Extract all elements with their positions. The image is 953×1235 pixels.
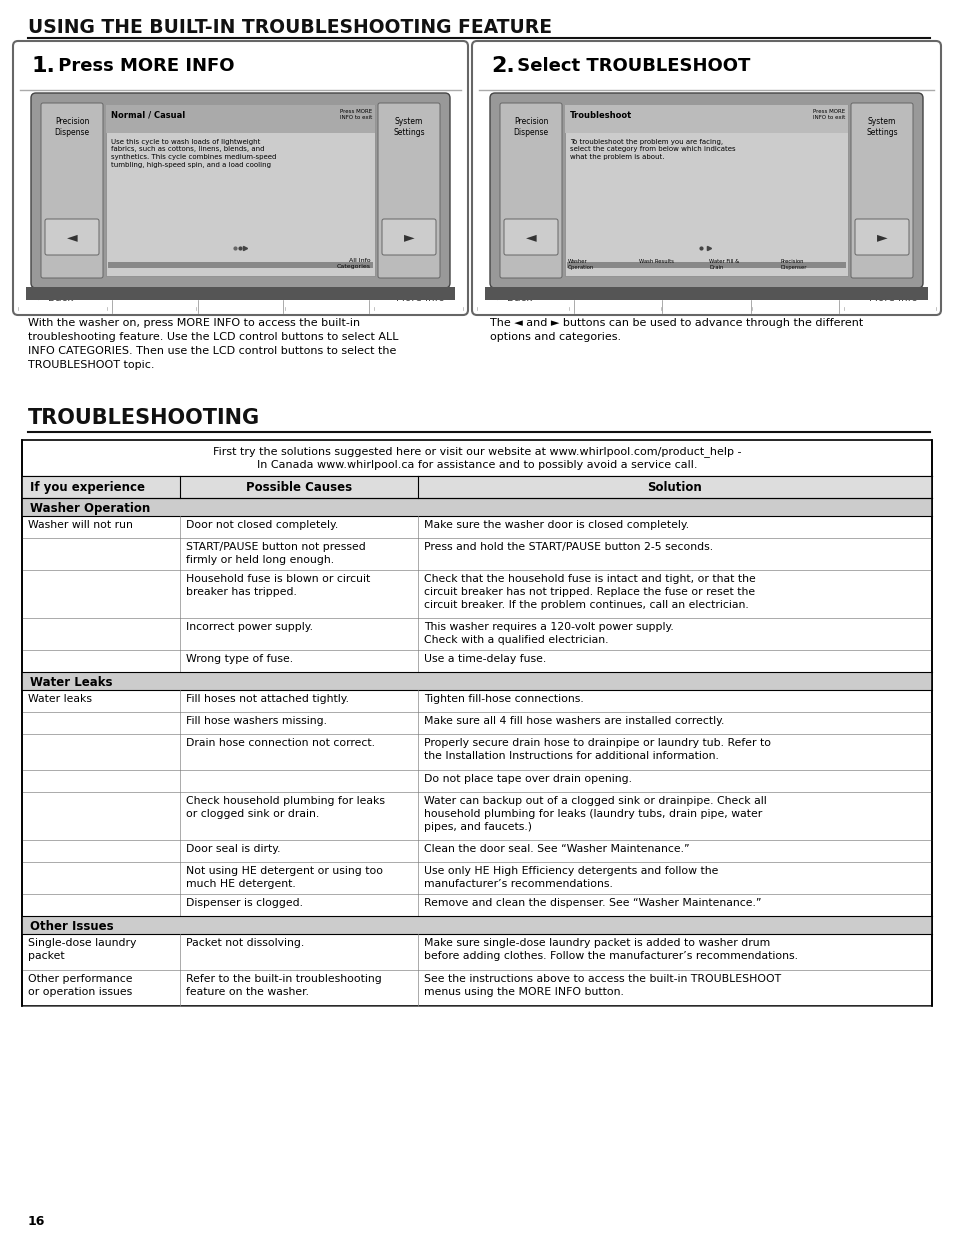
FancyBboxPatch shape [45, 219, 99, 254]
Text: Door not closed completely.: Door not closed completely. [186, 520, 338, 530]
Text: Solution: Solution [647, 480, 701, 494]
Text: The ◄ and ► buttons can be used to advance through the different
options and cat: The ◄ and ► buttons can be used to advan… [490, 317, 862, 342]
Text: All Info
Categories: All Info Categories [336, 258, 371, 269]
Text: Water can backup out of a clogged sink or drainpipe. Check all
household plumbin: Water can backup out of a clogged sink o… [423, 797, 766, 832]
Text: Check household plumbing for leaks
or clogged sink or drain.: Check household plumbing for leaks or cl… [186, 797, 385, 819]
Bar [417, 475, 931, 498]
Text: Press MORE
INFO to exit: Press MORE INFO to exit [339, 109, 372, 120]
Text: Tighten fill-hose connections.: Tighten fill-hose connections. [423, 694, 583, 704]
Text: ◄: ◄ [67, 230, 77, 245]
FancyBboxPatch shape [850, 103, 912, 278]
Text: Refer to the built-in troubleshooting
feature on the washer.: Refer to the built-in troubleshooting fe… [186, 974, 381, 997]
Text: ◄: ◄ [525, 230, 536, 245]
Text: Press MORE INFO: Press MORE INFO [52, 57, 234, 75]
Text: This washer requires a 120-volt power supply.
Check with a qualified electrician: This washer requires a 120-volt power su… [423, 622, 673, 645]
Bar [22, 440, 931, 1007]
Text: ⇦ Back: ⇦ Back [495, 293, 532, 303]
Text: Water Leaks: Water Leaks [30, 676, 112, 689]
Text: Precision
Dispense: Precision Dispense [54, 117, 90, 137]
Text: Make sure single-dose laundry packet is added to washer drum
before adding cloth: Make sure single-dose laundry packet is … [423, 939, 797, 961]
FancyBboxPatch shape [472, 41, 940, 315]
Text: Dispenser is clogged.: Dispenser is clogged. [186, 898, 303, 908]
Text: Fill hose washers missing.: Fill hose washers missing. [186, 716, 327, 726]
FancyBboxPatch shape [13, 41, 468, 315]
Text: Washer will not run: Washer will not run [28, 520, 132, 530]
FancyBboxPatch shape [854, 219, 908, 254]
Bar [566, 262, 845, 268]
Text: Washer Operation: Washer Operation [30, 501, 150, 515]
Text: Make sure all 4 fill hose washers are installed correctly.: Make sure all 4 fill hose washers are in… [423, 716, 723, 726]
Bar [22, 475, 180, 498]
Text: Other performance
or operation issues: Other performance or operation issues [28, 974, 132, 997]
Text: System
Settings: System Settings [393, 117, 424, 137]
Text: 16: 16 [28, 1215, 46, 1228]
Text: System
Settings: System Settings [865, 117, 897, 137]
Text: Use this cycle to wash loads of lightweight
fabrics, such as cottons, linens, bl: Use this cycle to wash loads of lightwei… [111, 140, 276, 168]
FancyBboxPatch shape [377, 103, 439, 278]
Text: Troubleshoot: Troubleshoot [569, 111, 632, 120]
Bar [108, 262, 373, 268]
Bar [484, 287, 927, 300]
Text: USING THE BUILT-IN TROUBLESHOOTING FEATURE: USING THE BUILT-IN TROUBLESHOOTING FEATU… [28, 19, 552, 37]
FancyBboxPatch shape [30, 93, 450, 288]
Bar [106, 105, 375, 133]
Text: Use a time-delay fuse.: Use a time-delay fuse. [423, 655, 546, 664]
Bar [26, 287, 455, 300]
Text: If you experience: If you experience [30, 480, 145, 494]
Text: Normal / Casual: Normal / Casual [111, 111, 185, 120]
Text: Drain hose connection not correct.: Drain hose connection not correct. [186, 739, 375, 748]
Text: First try the solutions suggested here or visit our website at www.whirlpool.com: First try the solutions suggested here o… [213, 446, 740, 471]
Text: Single-dose laundry
packet: Single-dose laundry packet [28, 939, 136, 961]
Text: Washer
Operation: Washer Operation [567, 259, 594, 269]
Text: ⇦ Back: ⇦ Back [36, 293, 73, 303]
Text: Properly secure drain hose to drainpipe or laundry tub. Refer to
the Installatio: Properly secure drain hose to drainpipe … [423, 739, 770, 761]
Text: Not using HE detergent or using too
much HE detergent.: Not using HE detergent or using too much… [186, 866, 382, 889]
Text: To troubleshoot the problem you are facing,
select the category from below which: To troubleshoot the problem you are faci… [569, 140, 735, 161]
Text: Household fuse is blown or circuit
breaker has tripped.: Household fuse is blown or circuit break… [186, 574, 370, 598]
Text: Precision
Dispense: Precision Dispense [513, 117, 548, 137]
Text: Press and hold the START/PAUSE button 2-5 seconds.: Press and hold the START/PAUSE button 2-… [423, 542, 713, 552]
Bar [106, 105, 375, 275]
Text: Do not place tape over drain opening.: Do not place tape over drain opening. [423, 774, 631, 784]
FancyBboxPatch shape [381, 219, 436, 254]
FancyBboxPatch shape [490, 93, 923, 288]
Text: Fill hoses not attached tightly.: Fill hoses not attached tightly. [186, 694, 349, 704]
Text: With the washer on, press MORE INFO to access the built-in
troubleshooting featu: With the washer on, press MORE INFO to a… [28, 317, 398, 370]
Bar [564, 105, 847, 275]
Text: 2.: 2. [491, 56, 515, 77]
Text: Water leaks: Water leaks [28, 694, 91, 704]
Text: ►: ► [876, 230, 886, 245]
Text: Make sure the washer door is closed completely.: Make sure the washer door is closed comp… [423, 520, 688, 530]
Bar [22, 916, 931, 934]
Text: Wrong type of fuse.: Wrong type of fuse. [186, 655, 293, 664]
Text: Select TROUBLESHOOT: Select TROUBLESHOOT [511, 57, 750, 75]
Text: Check that the household fuse is intact and tight, or that the
circuit breaker h: Check that the household fuse is intact … [423, 574, 755, 610]
Bar [564, 105, 847, 133]
Text: Incorrect power supply.: Incorrect power supply. [186, 622, 313, 632]
FancyBboxPatch shape [41, 103, 103, 278]
Bar [180, 475, 417, 498]
Text: See the instructions above to access the built-in TROUBLESHOOT
menus using the M: See the instructions above to access the… [423, 974, 781, 997]
Text: More Info: More Info [395, 293, 444, 303]
Text: Remove and clean the dispenser. See “Washer Maintenance.”: Remove and clean the dispenser. See “Was… [423, 898, 760, 908]
Text: Door seal is dirty.: Door seal is dirty. [186, 844, 280, 853]
Text: Possible Causes: Possible Causes [246, 480, 352, 494]
Text: Use only HE High Efficiency detergents and follow the
manufacturer’s recommendat: Use only HE High Efficiency detergents a… [423, 866, 718, 889]
Text: Clean the door seal. See “Washer Maintenance.”: Clean the door seal. See “Washer Mainten… [423, 844, 689, 853]
Text: Water Fill &
Drain: Water Fill & Drain [709, 259, 739, 269]
Text: ►: ► [403, 230, 414, 245]
Text: START/PAUSE button not pressed
firmly or held long enough.: START/PAUSE button not pressed firmly or… [186, 542, 365, 566]
Text: More Info: More Info [868, 293, 917, 303]
Text: Packet not dissolving.: Packet not dissolving. [186, 939, 304, 948]
Text: Precision
Dispenser: Precision Dispenser [780, 259, 806, 269]
Text: Press MORE
INFO to exit: Press MORE INFO to exit [812, 109, 844, 120]
Text: TROUBLESHOOTING: TROUBLESHOOTING [28, 408, 260, 429]
Bar [22, 672, 931, 690]
Text: 1.: 1. [32, 56, 56, 77]
Text: Wash Results: Wash Results [639, 259, 673, 264]
Text: Other Issues: Other Issues [30, 920, 113, 932]
FancyBboxPatch shape [503, 219, 558, 254]
Bar [22, 498, 931, 516]
FancyBboxPatch shape [499, 103, 561, 278]
